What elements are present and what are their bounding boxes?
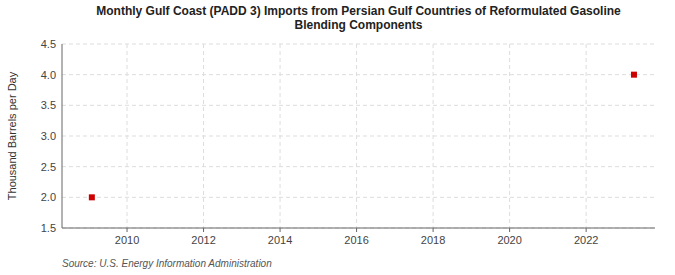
x-tick bbox=[280, 228, 281, 232]
point bbox=[631, 72, 637, 78]
x-tick bbox=[356, 228, 357, 232]
grid-line bbox=[203, 44, 204, 228]
background bbox=[0, 0, 675, 275]
grid-line bbox=[509, 44, 510, 228]
grid-line bbox=[433, 44, 434, 228]
x-tick-label: 2018 bbox=[421, 234, 445, 246]
x-tick-label: 2010 bbox=[115, 234, 139, 246]
x-tick-label: 2014 bbox=[268, 234, 292, 246]
y-tick-label: 2.0 bbox=[41, 191, 56, 203]
x-tick bbox=[586, 228, 587, 232]
points bbox=[89, 72, 637, 201]
grid-line bbox=[62, 105, 655, 106]
x-tick-label: 2020 bbox=[497, 234, 521, 246]
chart: Monthly Gulf Coast (PADD 3) Imports from… bbox=[0, 0, 675, 275]
x-tick bbox=[127, 228, 128, 232]
y-tick-label: 4.5 bbox=[41, 38, 56, 50]
title: Monthly Gulf Coast (PADD 3) Imports from… bbox=[96, 4, 621, 32]
grid bbox=[62, 44, 655, 228]
point bbox=[89, 194, 95, 200]
grid-line bbox=[62, 136, 655, 137]
grid-line bbox=[280, 44, 281, 228]
grid-line bbox=[62, 166, 655, 167]
grid-line bbox=[62, 74, 655, 75]
grid-line bbox=[62, 228, 655, 229]
grid-line bbox=[586, 44, 587, 228]
source: Source: U.S. Energy Information Administ… bbox=[62, 258, 272, 269]
x-tick bbox=[509, 228, 510, 232]
grid-line bbox=[62, 197, 655, 198]
x-tick-label: 2016 bbox=[344, 234, 368, 246]
grid-line bbox=[356, 44, 357, 228]
grid-line bbox=[127, 44, 128, 228]
y-tick-label: 3.5 bbox=[41, 99, 56, 111]
x-tick-label: 2022 bbox=[574, 234, 598, 246]
y-tick-label: 1.5 bbox=[41, 222, 56, 234]
x-tick bbox=[203, 228, 204, 232]
y-tick-label: 4.0 bbox=[41, 69, 56, 81]
x-tick-label: 2012 bbox=[191, 234, 215, 246]
y-tick-label: 2.5 bbox=[41, 161, 56, 173]
y-tick-label: 3.0 bbox=[41, 130, 56, 142]
x-axis bbox=[62, 228, 655, 229]
y-axis-label: Thousand Barrels per Day bbox=[6, 71, 18, 200]
grid-line bbox=[62, 44, 655, 45]
x-tick bbox=[433, 228, 434, 232]
y-axis bbox=[62, 44, 63, 228]
